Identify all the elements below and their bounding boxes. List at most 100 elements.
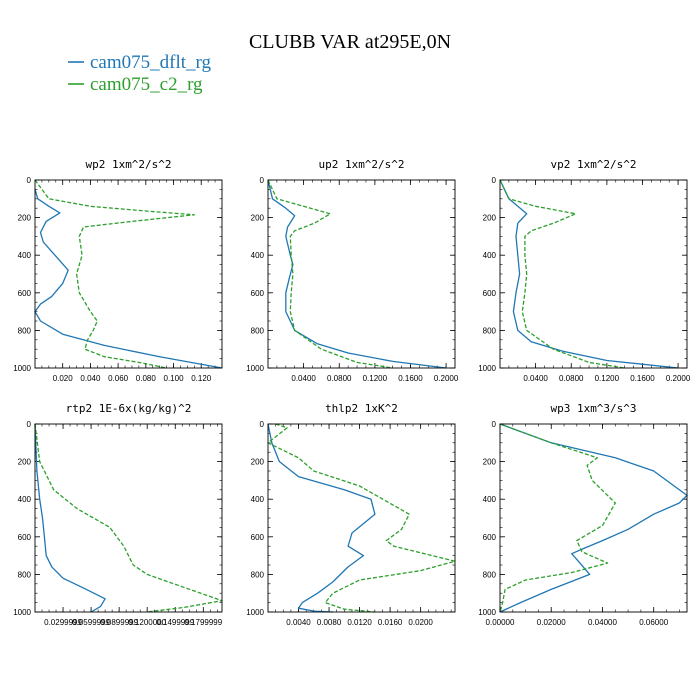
x-tick-label: 0.2000 [434,374,459,383]
y-tick-label: 1000 [246,364,264,373]
plot-frame [34,179,223,369]
x-tick-label: 0.06000 [639,618,668,627]
x-tick-label: 0.0400 [291,374,316,383]
series-dflt-line [499,179,679,369]
x-tick-label: 0.1200000 [128,618,166,627]
y-tick-label: 600 [251,533,265,542]
y-tick-label: 0 [27,176,32,185]
panel-2: up2 1xm^2/s^2 0.0400 0.0800 0.1200 0.1600 0.2… [246,158,459,383]
panel-title: up2 1xm^2/s^2 [318,158,404,171]
x-tick-label: 0.1600 [630,374,655,383]
panel-title: wp2 1xm^2/s^2 [85,158,171,171]
y-tick-label: 400 [18,495,32,504]
plot-frame [267,423,456,613]
y-tick-label: 600 [18,533,32,542]
panel-4: rtp2 1E-6x(kg/kg)^2 0.02999990.05999990.0… [13,402,223,627]
x-tick-label: 0.0599999 [72,618,110,627]
y-tick-label: 400 [483,251,497,260]
series-c2-line [267,423,456,613]
x-tick-label: 0.0120 [347,618,372,627]
series-dflt-line [499,423,688,613]
series-c2-line [267,179,393,369]
legend-label-dflt: cam075_dflt_rg [90,52,212,73]
y-tick-label: 0 [27,420,32,429]
x-tick-label: 0.2000 [666,374,691,383]
x-tick-label: 0.0200 [408,618,433,627]
plot-frame [267,179,456,369]
x-tick-label: 0.020 [53,374,74,383]
y-tick-label: 200 [251,458,265,467]
y-tick-label: 1000 [13,364,31,373]
y-tick-label: 400 [18,251,32,260]
x-tick-label: 0.0160 [378,618,403,627]
panel-title: rtp2 1E-6x(kg/kg)^2 [66,402,192,415]
figure-title: CLUBB VAR at295E,0N [249,31,451,53]
x-tick-label: 0.0299999 [44,618,82,627]
series-c2-line [499,179,625,369]
x-tick-label: 0.0899999 [100,618,138,627]
legend-label-c2: cam075_c2_rg [90,74,203,95]
x-tick-label: 0.120 [191,374,212,383]
y-tick-label: 600 [483,533,497,542]
x-tick-label: 0.02000 [537,618,566,627]
y-tick-label: 400 [483,495,497,504]
y-tick-label: 0 [260,420,265,429]
x-tick-label: 0.100 [164,374,185,383]
panel-1: wp2 1xm^2/s^2 0.020 0.040 0.060 0.080 0.100 0.… [13,158,223,383]
y-tick-label: 800 [18,326,32,335]
y-tick-label: 600 [483,289,497,298]
plot-frame [34,423,223,613]
y-tick-label: 800 [251,570,265,579]
series-dflt-line [267,179,447,369]
y-tick-label: 400 [251,495,265,504]
x-tick-label: 0.1200 [595,374,620,383]
x-tick-label: 0.1200 [363,374,388,383]
y-tick-label: 1000 [13,608,31,617]
legend: cam075_dflt_rg cam075_c2_rg [68,52,212,95]
x-tick-label: 0.1799999 [184,618,222,627]
y-tick-label: 0 [260,176,265,185]
series-c2-line [34,179,195,369]
y-tick-label: 800 [483,326,497,335]
x-tick-label: 0.060 [108,374,129,383]
x-tick-label: 0.040 [80,374,101,383]
panel-grid: wp2 1xm^2/s^2 0.020 0.040 0.060 0.080 0.100 0.… [13,158,691,627]
y-tick-label: 0 [492,420,497,429]
y-tick-label: 200 [251,214,265,223]
y-tick-label: 800 [483,570,497,579]
y-tick-label: 600 [18,289,32,298]
x-tick-label: 0.0040 [286,618,311,627]
x-tick-label: 0.04000 [588,618,617,627]
panel-3: vp2 1xm^2/s^2 0.0400 0.0800 0.1200 0.1600 0.2… [478,158,691,383]
x-tick-label: 0.1499999 [156,618,194,627]
y-tick-label: 600 [251,289,265,298]
y-tick-label: 400 [251,251,265,260]
series-c2-line [34,423,223,613]
panel-title: wp3 1xm^3/s^3 [550,402,636,415]
y-tick-label: 0 [492,176,497,185]
x-tick-label: 0.1600 [398,374,423,383]
y-tick-label: 200 [483,214,497,223]
y-tick-label: 800 [251,326,265,335]
y-tick-label: 1000 [246,608,264,617]
y-tick-label: 200 [18,214,32,223]
x-tick-label: 0.0800 [327,374,352,383]
panel-title: vp2 1xm^2/s^2 [550,158,636,171]
y-tick-label: 1000 [478,364,496,373]
x-tick-label: 0.0400 [523,374,548,383]
y-tick-label: 200 [18,458,32,467]
y-tick-label: 800 [18,570,32,579]
series-c2-line [499,423,616,613]
y-tick-label: 1000 [478,608,496,617]
series-dflt-line [34,189,223,369]
panel-6: wp3 1xm^3/s^3 0.00000 0.02000 0.04000 0.0600… [478,402,688,627]
x-tick-label: 0.0080 [317,618,342,627]
series-dflt-line [267,423,376,613]
y-tick-label: 200 [483,458,497,467]
x-tick-label: 0.0800 [559,374,584,383]
x-tick-label: 0.080 [136,374,157,383]
plot-frame [499,179,688,369]
panel-title: thlp2 1xK^2 [325,402,398,415]
plot-frame [499,423,688,613]
